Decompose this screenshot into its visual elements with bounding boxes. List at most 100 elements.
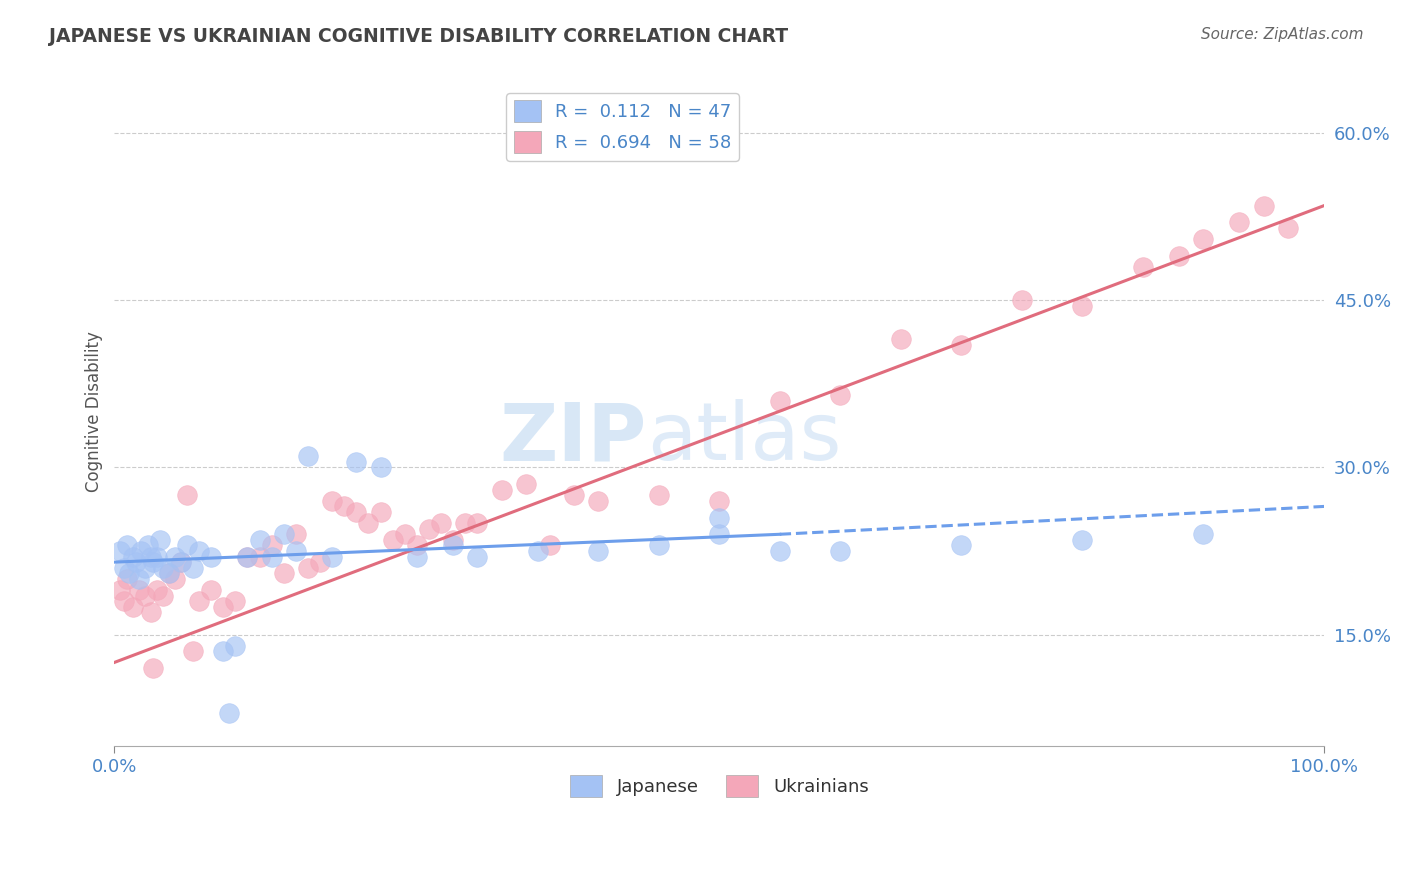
Point bbox=[224, 639, 246, 653]
Point bbox=[769, 544, 792, 558]
Point bbox=[769, 393, 792, 408]
Point bbox=[648, 538, 671, 552]
Point bbox=[562, 488, 585, 502]
Point bbox=[112, 560, 135, 574]
Point bbox=[163, 549, 186, 564]
Point bbox=[394, 527, 416, 541]
Point bbox=[1168, 249, 1191, 263]
Point bbox=[297, 450, 319, 464]
Point bbox=[129, 544, 152, 558]
Point bbox=[260, 538, 283, 552]
Point bbox=[121, 599, 143, 614]
Point bbox=[709, 510, 731, 524]
Point bbox=[236, 549, 259, 564]
Point bbox=[170, 555, 193, 569]
Point bbox=[112, 594, 135, 608]
Point bbox=[260, 549, 283, 564]
Point bbox=[188, 544, 211, 558]
Point bbox=[249, 549, 271, 564]
Point bbox=[134, 589, 156, 603]
Point bbox=[418, 522, 440, 536]
Point bbox=[284, 544, 307, 558]
Point bbox=[118, 566, 141, 581]
Point bbox=[128, 582, 150, 597]
Point bbox=[465, 516, 488, 530]
Point bbox=[1132, 260, 1154, 274]
Point bbox=[491, 483, 513, 497]
Point bbox=[110, 582, 132, 597]
Point bbox=[405, 538, 427, 552]
Point bbox=[212, 644, 235, 658]
Point bbox=[115, 538, 138, 552]
Point bbox=[200, 582, 222, 597]
Point bbox=[284, 527, 307, 541]
Point bbox=[145, 582, 167, 597]
Point bbox=[527, 544, 550, 558]
Point bbox=[152, 560, 174, 574]
Point bbox=[176, 488, 198, 502]
Point bbox=[709, 493, 731, 508]
Point bbox=[950, 338, 973, 352]
Point bbox=[830, 544, 852, 558]
Point bbox=[441, 533, 464, 547]
Point bbox=[170, 555, 193, 569]
Point bbox=[515, 477, 537, 491]
Text: ZIP: ZIP bbox=[499, 400, 647, 477]
Point bbox=[152, 589, 174, 603]
Point bbox=[648, 488, 671, 502]
Point bbox=[381, 533, 404, 547]
Point bbox=[142, 661, 165, 675]
Point bbox=[709, 527, 731, 541]
Point bbox=[1071, 533, 1094, 547]
Point bbox=[157, 566, 180, 581]
Point bbox=[128, 572, 150, 586]
Point bbox=[142, 555, 165, 569]
Legend: Japanese, Ukrainians: Japanese, Ukrainians bbox=[562, 767, 876, 804]
Point bbox=[136, 538, 159, 552]
Point bbox=[125, 555, 148, 569]
Point bbox=[212, 599, 235, 614]
Point bbox=[1192, 527, 1215, 541]
Point bbox=[588, 493, 610, 508]
Point bbox=[830, 388, 852, 402]
Point bbox=[218, 706, 240, 720]
Point bbox=[309, 555, 332, 569]
Point bbox=[224, 594, 246, 608]
Point bbox=[405, 549, 427, 564]
Point bbox=[430, 516, 453, 530]
Point bbox=[344, 455, 367, 469]
Text: Source: ZipAtlas.com: Source: ZipAtlas.com bbox=[1201, 27, 1364, 42]
Point bbox=[370, 460, 392, 475]
Point bbox=[370, 505, 392, 519]
Point bbox=[1192, 232, 1215, 246]
Text: JAPANESE VS UKRAINIAN COGNITIVE DISABILITY CORRELATION CHART: JAPANESE VS UKRAINIAN COGNITIVE DISABILI… bbox=[49, 27, 789, 45]
Point bbox=[249, 533, 271, 547]
Point bbox=[273, 527, 295, 541]
Point bbox=[1071, 299, 1094, 313]
Point bbox=[176, 538, 198, 552]
Point bbox=[139, 605, 162, 619]
Text: atlas: atlas bbox=[647, 400, 841, 477]
Point bbox=[181, 644, 204, 658]
Point bbox=[145, 549, 167, 564]
Point bbox=[890, 332, 912, 346]
Point bbox=[236, 549, 259, 564]
Point bbox=[357, 516, 380, 530]
Point bbox=[134, 560, 156, 574]
Point bbox=[115, 572, 138, 586]
Point bbox=[538, 538, 561, 552]
Point bbox=[1011, 293, 1033, 308]
Point bbox=[110, 544, 132, 558]
Point bbox=[321, 493, 343, 508]
Point bbox=[139, 549, 162, 564]
Point bbox=[200, 549, 222, 564]
Y-axis label: Cognitive Disability: Cognitive Disability bbox=[86, 331, 103, 492]
Point bbox=[121, 549, 143, 564]
Point bbox=[1229, 215, 1251, 229]
Point bbox=[441, 538, 464, 552]
Point bbox=[588, 544, 610, 558]
Point bbox=[1253, 198, 1275, 212]
Point bbox=[149, 533, 172, 547]
Point bbox=[273, 566, 295, 581]
Point bbox=[181, 560, 204, 574]
